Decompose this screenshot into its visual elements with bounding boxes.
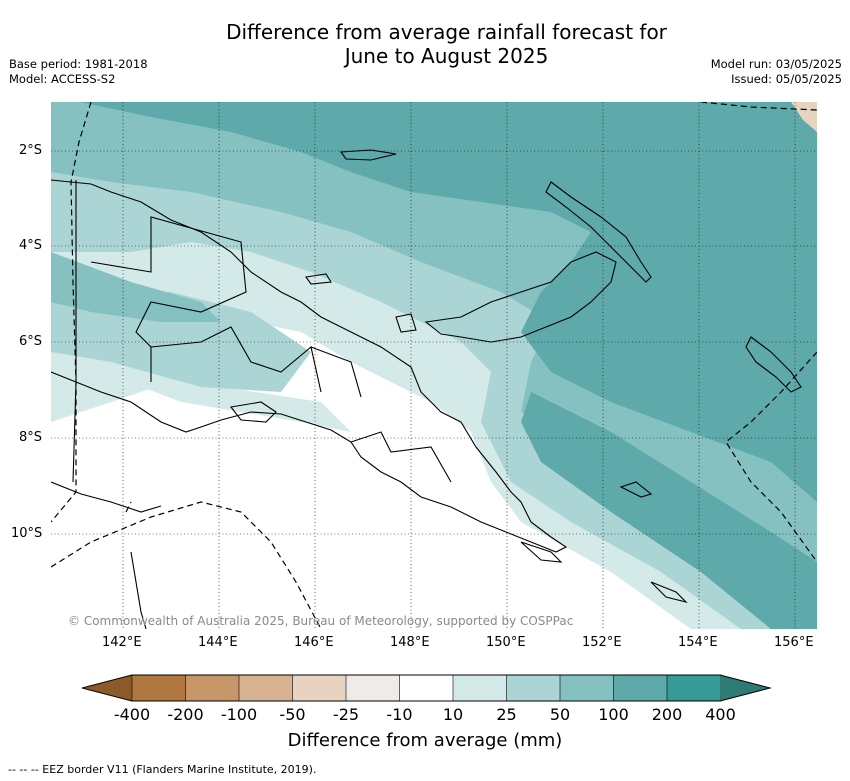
lon-label: 156°E (774, 635, 814, 650)
colorbar-tick-label: 200 (651, 705, 683, 724)
colorbar-extend-low (82, 675, 132, 701)
colorbar-extend-high (720, 675, 770, 701)
band-100-200-sw (521, 392, 817, 629)
colorbar-segments (82, 674, 770, 702)
colorbar-segment (559, 674, 615, 702)
lat-label: 2°S (19, 143, 43, 158)
colorbar-tick-label: 50 (549, 705, 571, 724)
colorbar-segment (131, 674, 187, 702)
colorbar-title: Difference from average (mm) (287, 730, 563, 751)
title-line-2: June to August 2025 (344, 44, 549, 68)
lon-label: 146°E (294, 635, 334, 650)
colorbar-segment (238, 674, 294, 702)
colorbar-tick-label: -25 (332, 705, 360, 724)
eez-borders (51, 102, 817, 629)
colorbar-segment (452, 674, 508, 702)
colorbar-tick-label: -50 (279, 705, 306, 724)
colorbar-tick-label: -200 (167, 705, 204, 724)
lon-label: 154°E (678, 635, 718, 650)
lat-label: 10°S (11, 526, 43, 541)
colorbar-tick-label: -100 (220, 705, 258, 724)
colorbar-segment (506, 674, 561, 702)
colorbar-segment (292, 674, 347, 702)
copyright-text: © Commonwealth of Australia 2025, Bureau… (68, 614, 574, 628)
issued-date: Issued: 05/05/2025 (731, 72, 842, 86)
colorbar-tick-label: -10 (386, 705, 413, 724)
lon-label: 148°E (390, 635, 430, 650)
lon-label: 144°E (198, 635, 238, 650)
model-run: Model run: 03/05/2025 (710, 57, 842, 71)
colorbar-outline (82, 674, 772, 702)
lon-label: 152°E (582, 635, 622, 650)
base-period: Base period: 1981-2018 (9, 57, 148, 71)
lat-label: 8°S (19, 430, 43, 445)
band-negative-ne (791, 102, 817, 132)
colorbar-segment (613, 674, 668, 702)
lat-label: 6°S (19, 334, 43, 349)
lat-label: 4°S (19, 238, 43, 253)
band-50-100-west (51, 252, 221, 322)
map-title: Difference from average rainfall forecas… (0, 20, 850, 68)
colorbar-segment (399, 674, 454, 702)
graticule (51, 102, 817, 629)
colorbar-tick-label: 400 (705, 705, 736, 724)
meta-left: Base period: 1981-2018 Model: ACCESS-S2 (9, 57, 148, 87)
band-100-200 (81, 102, 817, 502)
colorbar-segment (345, 674, 401, 702)
meta-right: Model run: 03/05/2025 Issued: 05/05/2025 (711, 57, 842, 87)
eez-legend: -- -- -- EEZ border V11 (Flanders Marine… (8, 763, 317, 776)
map-svg (51, 102, 817, 629)
title-line-1: Difference from average rainfall forecas… (226, 20, 667, 44)
colorbar (82, 674, 772, 702)
colorbar-tick-label: -400 (113, 705, 151, 724)
coastlines (51, 149, 802, 629)
colorbar-tick-label: 25 (496, 705, 517, 724)
rainfall-map (51, 102, 817, 629)
colorbar-tick-label: 100 (598, 705, 629, 724)
colorbar-segment (185, 674, 240, 702)
colorbar-segment (666, 674, 722, 702)
model-name: Model: ACCESS-S2 (9, 72, 116, 86)
colorbar-tick-label: 10 (442, 705, 464, 724)
lon-label: 142°E (102, 635, 142, 650)
lon-label: 150°E (486, 635, 526, 650)
